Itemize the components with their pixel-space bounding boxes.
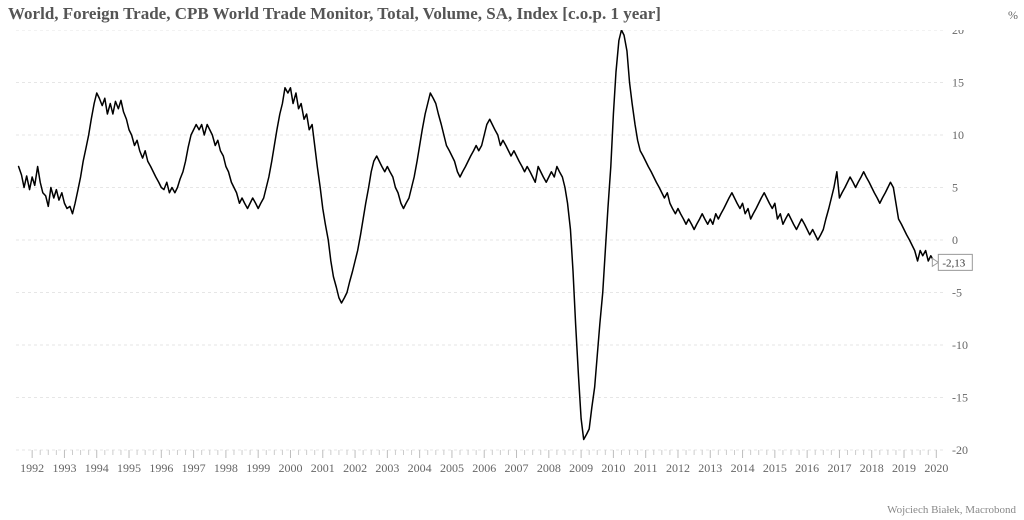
x-tick-label: 2017	[827, 461, 851, 475]
callout-pointer	[932, 258, 938, 266]
x-tick-label: 2020	[924, 461, 948, 475]
x-tick-label: 2015	[763, 461, 787, 475]
x-tick-label: 1999	[246, 461, 270, 475]
x-tick-label: 2018	[860, 461, 884, 475]
x-tick-label: 2000	[278, 461, 302, 475]
chart-plot-area: -20 -15 -10 -5 0 5 10 15 20 1992 1993 1994 1995 1996 1…	[12, 30, 982, 480]
x-tick-label: 1992	[20, 461, 44, 475]
y-tick-label: 15	[952, 76, 964, 90]
x-tick-label: 2016	[795, 461, 819, 475]
x-tick-label: 2007	[505, 461, 529, 475]
x-tick-label: 1997	[182, 461, 206, 475]
y-tick-label: 0	[952, 233, 958, 247]
x-tick-label: 1994	[85, 461, 109, 475]
x-tick-label: 1998	[214, 461, 238, 475]
y-tick-label: -10	[952, 338, 968, 352]
chart-title: World, Foreign Trade, CPB World Trade Mo…	[8, 4, 661, 24]
x-tick-label: 2002	[343, 461, 367, 475]
attribution-text: Wojciech Białek, Macrobond	[887, 504, 1016, 516]
x-tick-label: 2003	[375, 461, 399, 475]
x-tick-label: 2013	[698, 461, 722, 475]
x-tick-label: 2006	[472, 461, 496, 475]
x-tick-label: 2008	[537, 461, 561, 475]
x-tick-label: 2011	[634, 461, 658, 475]
x-tick-label: 1993	[52, 461, 76, 475]
x-tick-label: 2019	[892, 461, 916, 475]
y-tick-label: -5	[952, 286, 962, 300]
x-tick-label: 1996	[149, 461, 173, 475]
series-line	[19, 30, 937, 440]
x-tick-label: 2014	[731, 461, 755, 475]
y-tick-label: -20	[952, 443, 968, 457]
y-tick-label: 20	[952, 30, 964, 37]
y-tick-label: 10	[952, 128, 964, 142]
callout-label: -2,13	[942, 257, 965, 269]
y-tick-label: -15	[952, 391, 968, 405]
x-tick-label: 2001	[311, 461, 335, 475]
y-tick-label: 5	[952, 181, 958, 195]
x-tick-label: 1995	[117, 461, 141, 475]
y-axis-unit: %	[1008, 8, 1018, 23]
x-tick-label: 2004	[408, 461, 432, 475]
x-tick-label: 2012	[666, 461, 690, 475]
x-tick-label: 2010	[601, 461, 625, 475]
x-tick-label: 2009	[569, 461, 593, 475]
x-tick-label: 2005	[440, 461, 464, 475]
